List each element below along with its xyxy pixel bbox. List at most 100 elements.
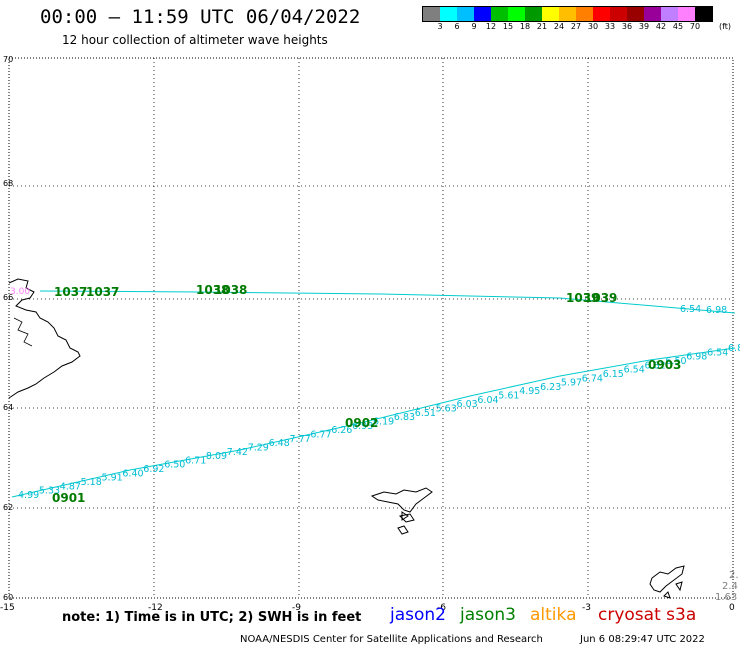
track-value: 5.63 [436,404,457,415]
time-label: 1038 [214,283,247,297]
time-label: 1039 [566,291,599,305]
colorbar-label: 39 [638,22,650,31]
colorbar-swatch [576,7,593,21]
x-tick-label: -15 [0,603,15,613]
track-value: 4.95 [519,386,540,397]
colorbar-label: 36 [621,22,633,31]
shetland-islands [649,565,685,599]
colorbar-label: 3 [437,22,443,31]
track-value: 6.74 [582,373,603,384]
colorbar-swatch [423,7,440,21]
colorbar-swatch [661,7,678,21]
colorbar-label: 21 [536,22,548,31]
track-value: 6.50 [665,356,686,367]
track-value: 6.51 [415,408,436,419]
y-tick-label: 62 [3,503,13,512]
colorbar-label: 30 [587,22,599,31]
time-label: 1038 [196,283,229,297]
x-tick-label: -12 [148,603,163,613]
track-value: 6.54 [624,365,645,376]
colorbar-swatch [525,7,542,21]
credit-text: NOAA/NESDIS Center for Satellite Applica… [240,634,543,645]
track-value: 6.54 [707,347,728,358]
time-label: 1037 [54,285,87,299]
colorbar-swatch [610,7,627,21]
legend-jason2: jason2 [390,605,446,625]
colorbar-unit: (ft) [718,22,732,31]
corner-value: 2.4 [722,581,738,592]
map-grid [9,58,733,598]
colorbar-label: 33 [604,22,616,31]
iceland-coastline [8,278,81,399]
corner-value: 1.63 [715,592,737,603]
legend-cryosat: cryosat s3a [598,605,697,625]
faroe-islands [370,487,433,535]
track-value: 6.82 [645,360,666,371]
track-value: 6.54 [680,304,701,315]
note-text: note: 1) Time is in UTC; 2) SWH is in fe… [62,610,362,625]
y-tick-label: 70 [3,55,13,64]
corner-value: 2. [729,570,739,581]
colorbar-swatch [644,7,661,21]
colorbar-label: 18 [519,22,531,31]
track-value-pink: 3.00 [10,287,30,297]
legend-altika: altika [530,605,577,625]
x-tick-label: 0 [729,603,735,613]
colorbar-labels: 3 6 9 12 15 18 21 24 27 30 33 36 39 42 45 70 (ft) [422,22,740,32]
colorbar-label: 70 [689,22,701,31]
track-value: 6.26 [331,425,352,436]
colorbar-label: 6 [454,22,460,31]
track-value: 6.98 [706,305,727,316]
colorbar-swatch [457,7,474,21]
x-tick-label: -6 [437,603,446,613]
track-value: 5.97 [561,378,582,389]
track-value: 6.03 [457,399,478,410]
y-tick-label: 68 [3,179,13,188]
track-value: 6.40 [122,468,143,479]
map-frame [8,57,734,599]
colorbar-swatch [440,7,457,21]
colorbar-label: 9 [471,22,477,31]
colorbar-swatch [593,7,610,21]
colorbar-label: 42 [655,22,667,31]
colorbar-label: 12 [485,22,497,31]
time-label: 0902 [345,416,378,430]
colorbar-swatch [559,7,576,21]
track-value: 6.48 [269,438,290,449]
colorbar-swatch [627,7,644,21]
colorbar-swatch [508,7,525,21]
x-tick-label: -3 [582,603,591,613]
track-value: 6.23 [540,382,561,393]
track-value: 5.33 [39,486,60,497]
time-label: 0903 [648,358,681,372]
map-subtitle: 12 hour collection of altimeter wave hei… [62,33,328,47]
track-value: 5.18 [81,477,102,488]
track-value: 6.8 [728,343,740,354]
track-value: 6.98 [686,352,707,363]
track-value: 8.09 [206,451,227,462]
colorbar-label: 27 [570,22,582,31]
track-lines [11,290,736,498]
track-value: 7.77 [290,434,311,445]
track-value: 7.42 [227,447,248,458]
track-value: 6.77 [310,430,331,441]
time-label: 0901 [52,491,85,505]
legend-jason3: jason3 [460,605,516,625]
credit-date: Jun 6 08:29:47 UTC 2022 [580,634,705,645]
track-value: 4.87 [60,481,81,492]
track-value: 6.15 [603,369,624,380]
colorbar-label: 15 [502,22,514,31]
y-tick-label: 66 [3,293,13,302]
time-label: 1037 [86,285,119,299]
track-value: 4.99 [18,490,39,501]
y-tick-label: 60 [3,593,13,602]
swh-colorbar [422,6,713,22]
track-value: 6.93 [352,421,373,432]
colorbar-swatch [695,7,712,21]
x-tick-label: -9 [292,603,301,613]
colorbar-label: 45 [672,22,684,31]
track-value: 6.71 [185,455,206,466]
colorbar-swatch [542,7,559,21]
track-value: 6.04 [477,395,498,406]
